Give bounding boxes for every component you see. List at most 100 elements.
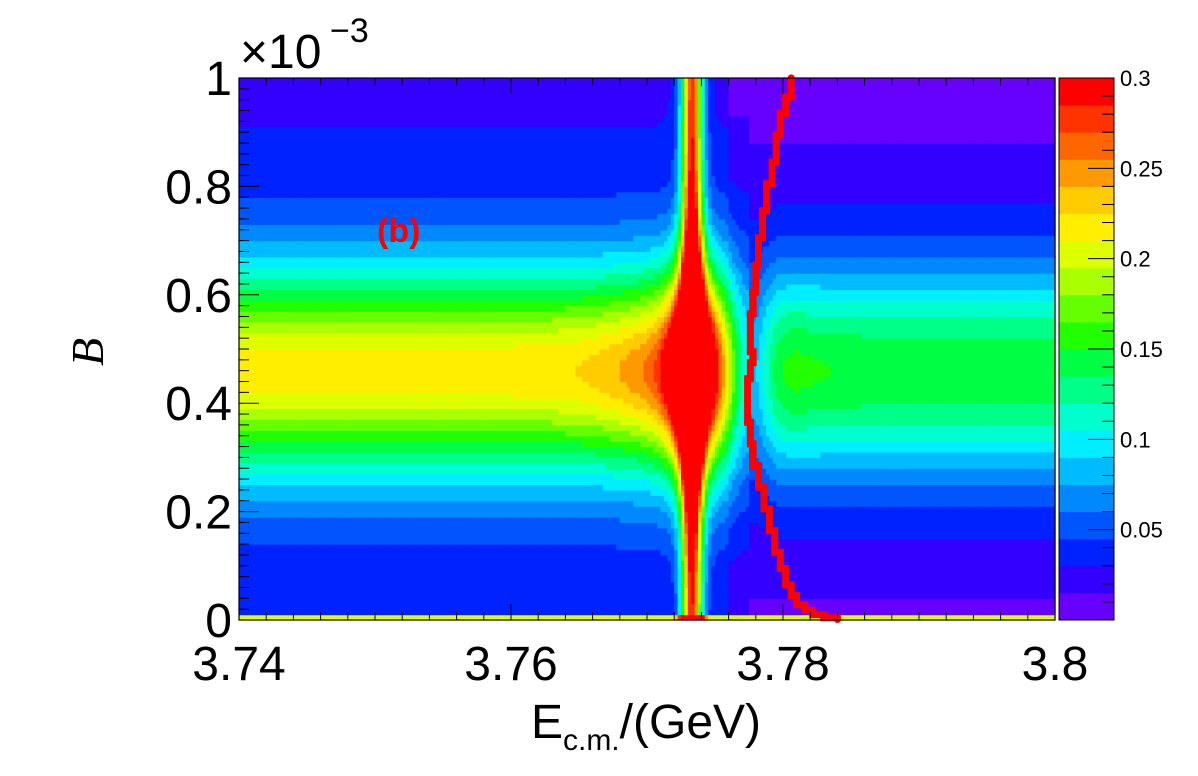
heatmap-cell: [266, 229, 271, 236]
heatmap-cell: [286, 468, 291, 475]
heatmap-cell: [324, 506, 328, 513]
heatmap-cell: [371, 278, 376, 285]
heatmap-cell: [313, 273, 318, 280]
heatmap-cell: [347, 479, 352, 486]
heatmap-cell: [293, 376, 298, 383]
heatmap-cell: [375, 159, 379, 166]
heatmap-cell: [341, 489, 345, 496]
heatmap-cell: [320, 598, 325, 605]
heatmap-cell: [313, 256, 318, 263]
heatmap-cell: [351, 365, 356, 372]
heatmap-cell: [351, 175, 356, 182]
heatmap-cell: [249, 457, 254, 464]
heatmap-cell: [358, 376, 362, 383]
heatmap-cell: [317, 598, 322, 605]
heatmap-cell: [279, 479, 284, 486]
heatmap-cell: [242, 164, 247, 171]
heatmap-cell: [286, 533, 291, 540]
heatmap-cell: [259, 609, 264, 616]
heatmap-cell: [381, 186, 386, 193]
heatmap-cell: [269, 218, 274, 225]
heatmap-cell: [351, 576, 356, 583]
heatmap-cell: [256, 283, 260, 290]
heatmap-cell: [269, 208, 274, 215]
heatmap-cell: [242, 403, 247, 410]
heatmap-cell: [351, 571, 356, 578]
heatmap-cell: [313, 571, 318, 578]
heatmap-cell: [279, 408, 284, 415]
heatmap-cell: [293, 273, 298, 280]
heatmap-cell: [303, 484, 308, 491]
heatmap-cell: [361, 419, 366, 426]
heatmap-cell: [324, 376, 328, 383]
heatmap-cell: [368, 153, 373, 160]
heatmap-cell: [361, 164, 366, 171]
heatmap-cell: [293, 262, 298, 269]
heatmap-cell: [358, 392, 362, 399]
heatmap-cell: [330, 278, 335, 285]
heatmap-cell: [344, 533, 349, 540]
heatmap-cell: [364, 430, 369, 437]
heatmap-cell: [375, 126, 379, 133]
heatmap-cell: [347, 88, 352, 95]
heatmap-cell: [381, 517, 386, 524]
heatmap-cell: [245, 527, 250, 534]
heatmap-cell: [300, 609, 305, 616]
heatmap-cell: [347, 143, 352, 150]
heatmap-cell: [279, 598, 284, 605]
heatmap-cell: [300, 148, 305, 155]
heatmap-cell: [242, 424, 247, 431]
heatmap-cell: [300, 338, 305, 345]
heatmap-cell: [347, 148, 352, 155]
heatmap-cell: [296, 359, 301, 366]
heatmap-cell: [368, 191, 373, 198]
heatmap-cell: [378, 441, 383, 448]
heatmap-cell: [324, 527, 328, 534]
heatmap-cell: [320, 300, 325, 307]
heatmap-cell: [286, 538, 291, 545]
heatmap-cell: [381, 403, 386, 410]
heatmap-cell: [273, 132, 277, 139]
heatmap-cell: [300, 473, 305, 480]
heatmap-cell: [375, 83, 379, 90]
heatmap-cell: [245, 408, 250, 415]
heatmap-cell: [269, 468, 274, 475]
heatmap-cell: [276, 338, 281, 345]
heatmap-cell: [279, 170, 284, 177]
heatmap-cell: [300, 414, 305, 421]
heatmap-cell: [249, 560, 254, 567]
heatmap-cell: [296, 208, 301, 215]
heatmap-cell: [276, 94, 281, 101]
heatmap-cell: [256, 159, 260, 166]
heatmap-cell: [279, 392, 284, 399]
heatmap-cell: [286, 457, 291, 464]
heatmap-cell: [300, 311, 305, 318]
heatmap-cell: [378, 332, 383, 339]
heatmap-cell: [351, 105, 356, 112]
heatmap-cell: [286, 598, 291, 605]
heatmap-cell: [283, 533, 288, 540]
heatmap-cell: [300, 278, 305, 285]
heatmap-cell: [337, 235, 342, 242]
heatmap-cell: [259, 300, 264, 307]
heatmap-cell: [313, 311, 318, 318]
heatmap-cell: [266, 500, 271, 507]
heatmap-cell: [286, 105, 291, 112]
heatmap-cell: [245, 321, 250, 328]
heatmap-cell: [266, 582, 271, 589]
heatmap-cell: [252, 305, 257, 312]
heatmap-cell: [279, 316, 284, 323]
heatmap-cell: [358, 224, 362, 231]
heatmap-cell: [347, 457, 352, 464]
heatmap-cell: [310, 327, 315, 334]
heatmap-cell: [273, 560, 277, 567]
heatmap-cell: [259, 592, 264, 599]
heatmap-cell: [398, 349, 403, 356]
heatmap-cell: [341, 397, 345, 404]
heatmap-cell: [259, 289, 264, 296]
heatmap-cell: [381, 489, 386, 496]
heatmap-cell: [320, 441, 325, 448]
heatmap-cell: [266, 191, 271, 198]
heatmap-cell: [252, 289, 257, 296]
heatmap-cell: [351, 479, 356, 486]
